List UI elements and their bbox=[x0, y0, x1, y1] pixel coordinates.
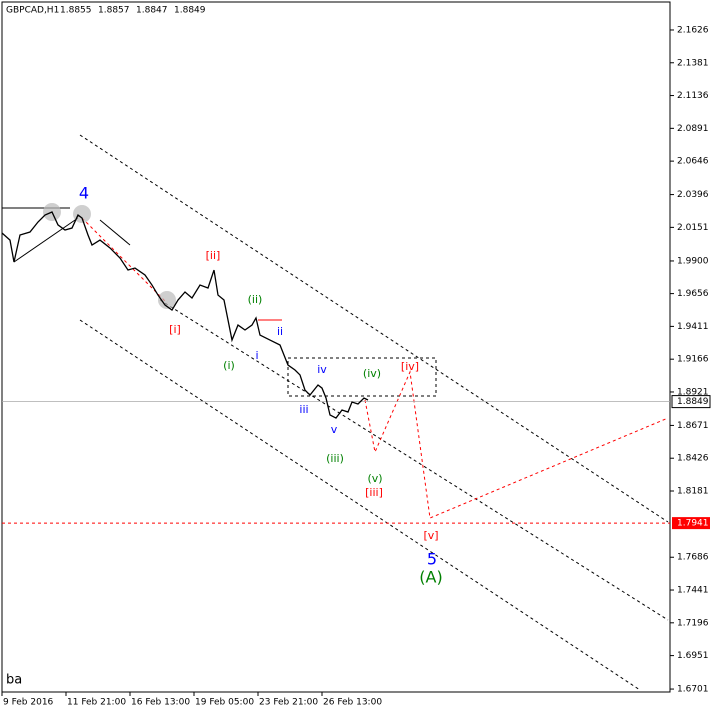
symbol: GBPCAD,H1 bbox=[6, 6, 59, 16]
pivot bbox=[73, 205, 91, 223]
y-tick-label: 1.7686 bbox=[677, 553, 709, 563]
y-tick-label: 1.8181 bbox=[677, 486, 709, 496]
wave-label: (iii) bbox=[326, 452, 344, 465]
y-tick-label: 2.1136 bbox=[677, 91, 709, 101]
y-tick-label: 2.0891 bbox=[677, 124, 709, 134]
y-tick-label: 1.8671 bbox=[677, 421, 709, 431]
y-tick-label: 1.8426 bbox=[677, 454, 709, 464]
y-tick-label: 1.6951 bbox=[677, 651, 709, 661]
wave-label: iii bbox=[299, 403, 308, 416]
wave-label: 5 bbox=[427, 550, 437, 569]
plot-frame bbox=[1, 1, 671, 693]
ohlc-value: 1.8847 bbox=[136, 6, 168, 16]
channel-line bbox=[159, 299, 669, 621]
wave-label: ii bbox=[277, 325, 283, 338]
channel-line bbox=[79, 319, 641, 691]
y-tick-label: 2.0646 bbox=[677, 157, 709, 167]
y-tick-label: 1.9166 bbox=[677, 355, 709, 365]
wave-label: (v) bbox=[367, 472, 382, 485]
note: ba bbox=[6, 673, 22, 688]
wave-label: (A) bbox=[419, 568, 442, 587]
y-tick-label: 1.7196 bbox=[677, 618, 709, 628]
level-label: 1.7941 bbox=[677, 519, 709, 529]
projection bbox=[364, 370, 669, 519]
wave-label: [v] bbox=[423, 529, 438, 542]
wave-label: (i) bbox=[223, 359, 235, 372]
y-tick-label: 1.6701 bbox=[677, 685, 709, 695]
wave-label: v bbox=[331, 423, 338, 436]
y-tick-label: 1.9900 bbox=[677, 256, 709, 266]
ohlc-value: 1.8857 bbox=[98, 6, 130, 16]
wave-label: (ii) bbox=[248, 293, 263, 306]
y-tick-label: 2.0396 bbox=[677, 190, 709, 200]
x-tick-label: 26 Feb 13:00 bbox=[323, 698, 382, 708]
y-tick-label: 2.1626 bbox=[677, 25, 709, 35]
x-tick-label: 23 Feb 21:00 bbox=[259, 698, 318, 708]
y-tick-label: 2.0151 bbox=[677, 223, 709, 233]
wave-label: [iv] bbox=[401, 360, 419, 373]
wave-label: 4 bbox=[79, 184, 89, 203]
y-tick-label: 1.8921 bbox=[677, 387, 709, 397]
x-tick-label: 11 Feb 21:00 bbox=[67, 698, 126, 708]
x-tick-label: 9 Feb 2016 bbox=[3, 698, 54, 708]
wave-label: [iii] bbox=[365, 486, 383, 499]
trend-line bbox=[13, 217, 79, 263]
wave-label: iv bbox=[317, 363, 327, 376]
price-label: 1.8849 bbox=[677, 397, 709, 407]
drawings bbox=[2, 134, 669, 691]
y-tick-label: 1.9656 bbox=[677, 289, 709, 299]
wave-label: [i] bbox=[169, 323, 181, 336]
ohlc-value: 1.8849 bbox=[174, 6, 206, 16]
y-tick-label: 1.7441 bbox=[677, 586, 709, 596]
level-box bbox=[672, 517, 710, 530]
wave-label: i bbox=[255, 349, 258, 362]
ohlc-value: 1.8855 bbox=[60, 6, 92, 16]
y-tick-label: 2.1381 bbox=[677, 58, 709, 68]
price-box bbox=[671, 395, 711, 409]
y-tick-label: 1.9411 bbox=[677, 322, 709, 332]
wave-label: (iv) bbox=[363, 367, 381, 380]
wave-line bbox=[81, 217, 168, 304]
x-tick-label: 16 Feb 13:00 bbox=[131, 698, 190, 708]
wave-label: [ii] bbox=[206, 249, 221, 262]
box bbox=[287, 357, 437, 397]
x-tick-label: 19 Feb 05:00 bbox=[195, 698, 254, 708]
pivot bbox=[158, 291, 176, 309]
price-path bbox=[1, 211, 369, 419]
trend-line bbox=[99, 219, 131, 246]
